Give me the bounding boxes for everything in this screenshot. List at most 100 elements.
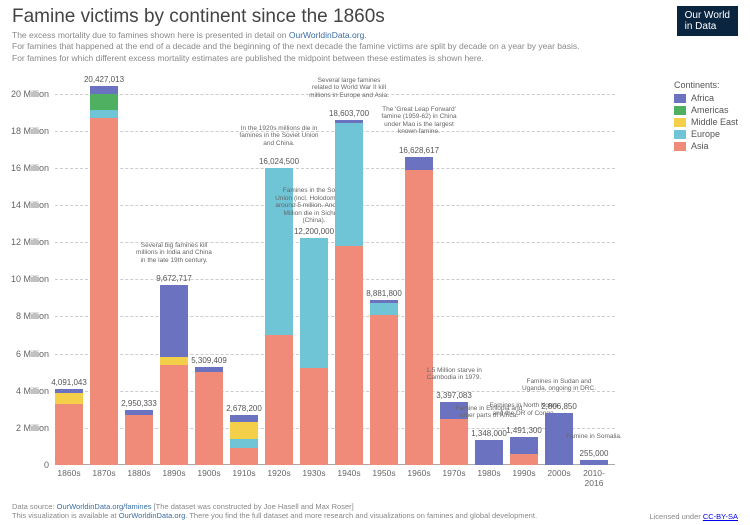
source-link[interactable]: OurWorldinData.org/famines [57, 502, 152, 511]
bar-total-label: 3,397,083 [436, 391, 472, 400]
bar-segment [405, 157, 433, 170]
bar-total-label: 5,309,409 [191, 356, 227, 365]
license-link[interactable]: CC-BY-SA [703, 512, 738, 521]
x-tick-label: 1900s [197, 465, 220, 478]
bar [370, 300, 398, 465]
y-tick-label: 12 Million [11, 237, 55, 247]
x-tick-label: 1980s [477, 465, 500, 478]
bar-total-label: 4,091,043 [51, 378, 87, 387]
bar-total-label: 8,881,800 [366, 289, 402, 298]
bar-total-label: 2,950,333 [121, 399, 157, 408]
legend-row: Americas [674, 105, 738, 115]
bar [55, 389, 83, 465]
bar-segment [90, 94, 118, 111]
legend-swatch [674, 94, 686, 103]
x-tick-label: 1890s [162, 465, 185, 478]
footer-text: Data source: [12, 502, 57, 511]
legend-swatch [674, 130, 686, 139]
y-tick-label: 8 Million [16, 311, 55, 321]
bar-segment [230, 439, 258, 448]
legend-title: Continents: [674, 80, 738, 90]
y-tick-label: 10 Million [11, 274, 55, 284]
bar-total-label: 20,427,013 [84, 75, 124, 84]
annotation: Famine in Somalia. [554, 433, 634, 440]
x-tick-label: 1970s [442, 465, 465, 478]
x-tick-label: 1940s [337, 465, 360, 478]
x-tick-label: 1920s [267, 465, 290, 478]
x-tick-label: 2000s [547, 465, 570, 478]
bar-segment [55, 404, 83, 465]
bar [475, 440, 503, 465]
legend-row: Asia [674, 141, 738, 151]
annotation: The 'Great Leap Forward' famine (1959-62… [379, 106, 459, 136]
x-tick-label: 1870s [92, 465, 115, 478]
x-tick-label: 1930s [302, 465, 325, 478]
legend-row: Europe [674, 129, 738, 139]
logo-line: in Data [685, 21, 730, 32]
subtitle-text: For famines for which different excess m… [12, 53, 484, 63]
legend-label: Americas [691, 105, 729, 115]
bar-segment [335, 246, 363, 465]
annotation: Several large famines related to World W… [309, 77, 389, 99]
y-tick-label: 2 Million [16, 423, 55, 433]
bar-segment [55, 393, 83, 404]
subtitle-text: For famines that happened at the end of … [12, 41, 580, 51]
footer-text: This visualization is available at [12, 511, 119, 520]
x-tick-label: 1990s [512, 465, 535, 478]
legend: Continents: AfricaAmericasMiddle EastEur… [674, 80, 738, 153]
bar [195, 367, 223, 465]
bar-segment [405, 170, 433, 465]
license-text: Licensed under [649, 512, 702, 521]
owid-logo: Our World in Data [677, 6, 738, 36]
y-tick-label: 18 Million [11, 126, 55, 136]
bar-segment [300, 238, 328, 368]
footer-text: [The dataset was constructed by Joe Hase… [152, 502, 354, 511]
legend-label: Africa [691, 93, 714, 103]
subtitle-text: The excess mortality due to famines show… [12, 30, 289, 40]
bar-segment [335, 123, 363, 246]
bar-segment [90, 118, 118, 465]
x-tick-label: 1910s [232, 465, 255, 478]
y-tick-label: 6 Million [16, 349, 55, 359]
x-tick-label: 1960s [407, 465, 430, 478]
y-tick-label: 4 Million [16, 386, 55, 396]
chart-subtitle: The excess mortality due to famines show… [12, 30, 738, 64]
bar-segment [230, 415, 258, 422]
bar-segment [265, 335, 293, 465]
legend-label: Europe [691, 129, 720, 139]
bar [300, 238, 328, 465]
bar [125, 410, 153, 465]
y-tick-label: 16 Million [11, 163, 55, 173]
y-tick-label: 0 [44, 460, 55, 470]
license: Licensed under CC-BY-SA [649, 512, 738, 521]
legend-row: Africa [674, 93, 738, 103]
annotation: Several big famines kill millions in Ind… [134, 242, 214, 264]
legend-swatch [674, 142, 686, 151]
x-tick-label: 2010-2016 [583, 465, 605, 488]
bar-total-label: 9,672,717 [156, 274, 192, 283]
bar-total-label: 1,491,300 [506, 426, 542, 435]
bar-segment [160, 357, 188, 364]
bar-segment [370, 315, 398, 465]
y-tick-label: 20 Million [11, 89, 55, 99]
annotation: In the 1920s millions die in famines in … [239, 125, 319, 147]
owid-link[interactable]: OurWorldinData.org [119, 511, 186, 520]
bar [335, 120, 363, 465]
bar [230, 415, 258, 465]
bar-segment [440, 419, 468, 465]
bar-total-label: 16,024,500 [259, 157, 299, 166]
bar-segment [230, 448, 258, 465]
bar-segment [300, 368, 328, 465]
logo-line: Our World [685, 10, 730, 21]
bar-segment [160, 365, 188, 465]
annotation: 1.5 Million starve in Cambodia in 1979. [414, 367, 494, 382]
legend-swatch [674, 118, 686, 127]
x-tick-label: 1880s [127, 465, 150, 478]
bar [405, 157, 433, 465]
chart-area: 02 Million4 Million6 Million8 Million10 … [55, 75, 615, 465]
bar-total-label: 255,000 [580, 449, 609, 458]
footer: Data source: OurWorldinData.org/famines … [12, 502, 738, 522]
bar-total-label: 12,200,000 [294, 227, 334, 236]
owid-link[interactable]: OurWorldinData.org [289, 30, 364, 40]
bar [510, 437, 538, 465]
